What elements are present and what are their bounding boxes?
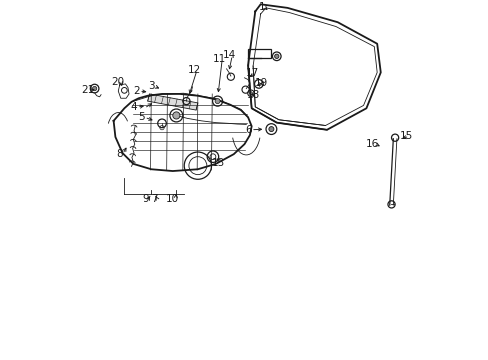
Text: 14: 14	[223, 50, 236, 60]
Text: 16: 16	[366, 139, 379, 149]
Circle shape	[215, 99, 220, 104]
Text: 12: 12	[187, 64, 201, 75]
Text: 1: 1	[258, 2, 264, 12]
Text: 11: 11	[212, 54, 225, 64]
Circle shape	[172, 112, 180, 119]
Polygon shape	[147, 94, 198, 110]
Text: 2: 2	[133, 86, 139, 96]
FancyBboxPatch shape	[247, 49, 271, 58]
Text: 7: 7	[150, 194, 157, 204]
Text: 20: 20	[111, 77, 124, 87]
Text: 17: 17	[245, 68, 259, 78]
Circle shape	[249, 92, 252, 95]
Text: 10: 10	[166, 194, 179, 204]
Text: 21: 21	[81, 85, 94, 95]
Text: 9: 9	[142, 194, 149, 204]
Text: 13: 13	[212, 158, 225, 168]
Text: 4: 4	[130, 102, 137, 112]
Circle shape	[92, 86, 97, 91]
Text: 5: 5	[138, 112, 144, 122]
Text: 15: 15	[399, 131, 412, 141]
Text: 6: 6	[244, 125, 251, 135]
Text: 19: 19	[255, 78, 268, 88]
Text: 8: 8	[116, 149, 123, 159]
Text: 3: 3	[148, 81, 154, 91]
Text: 18: 18	[246, 90, 259, 100]
Circle shape	[268, 127, 273, 132]
Circle shape	[274, 54, 278, 58]
